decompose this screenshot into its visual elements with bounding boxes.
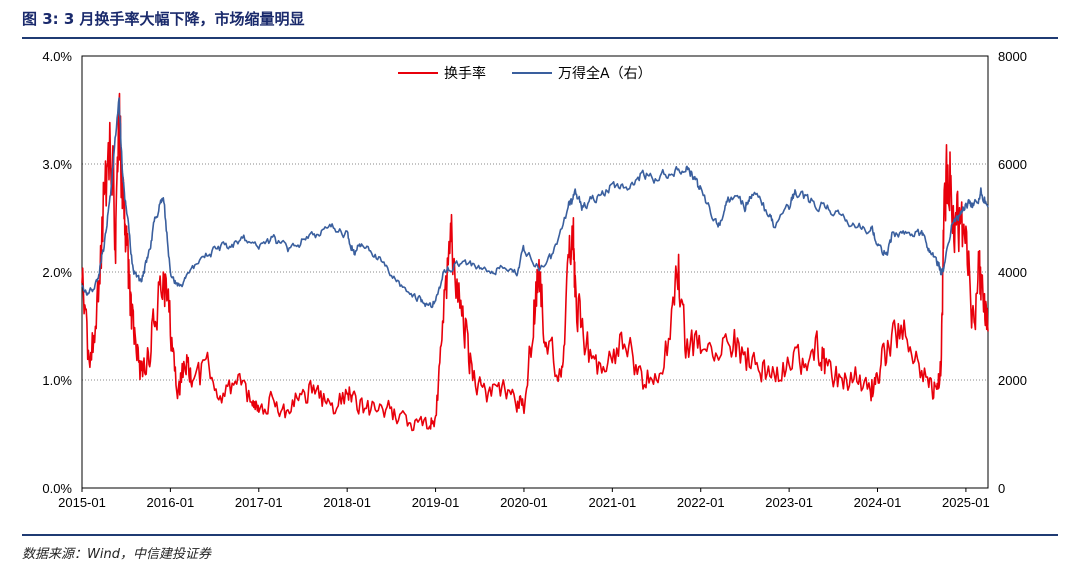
x-tick-label: 2017-01 <box>235 495 283 510</box>
x-tick-label: 2015-01 <box>58 495 106 510</box>
y-right-tick-label: 4000 <box>998 265 1027 280</box>
wind-all-a-line <box>81 97 989 309</box>
x-tick-label: 2019-01 <box>412 495 460 510</box>
y-right-tick-label: 0 <box>998 481 1005 496</box>
series-layer <box>81 92 989 432</box>
y-right-tick-label: 8000 <box>998 49 1027 64</box>
y-axis-right: 0 2000 4000 6000 8000 <box>998 49 1027 496</box>
y-left-tick-label: 2.0% <box>42 265 72 280</box>
y-right-tick-label: 2000 <box>998 373 1027 388</box>
x-tick-label: 2022-01 <box>677 495 725 510</box>
y-axis-left: 0.0% 1.0% 2.0% 3.0% 4.0% <box>42 49 72 496</box>
bottom-rule <box>22 534 1058 536</box>
turnover-rate-line <box>81 92 989 432</box>
y-left-tick-label: 4.0% <box>42 49 72 64</box>
y-left-tick-label: 1.0% <box>42 373 72 388</box>
x-axis: 2015-01 2016-01 2017-01 2018-01 2019-01 2020-… <box>58 488 990 510</box>
legend: 换手率 万得全A（右） <box>398 65 652 82</box>
top-rule <box>22 37 1058 39</box>
y-left-tick-label: 3.0% <box>42 157 72 172</box>
x-tick-label: 2020-01 <box>500 495 548 510</box>
x-tick-label: 2016-01 <box>147 495 195 510</box>
x-tick-label: 2021-01 <box>588 495 636 510</box>
figure-title: 图 3: 3 月换手率大幅下降，市场缩量明显 <box>22 10 305 28</box>
source-note: 数据来源：Wind，中信建投证券 <box>22 547 211 562</box>
legend-label: 万得全A（右） <box>558 65 652 82</box>
grid-lines <box>82 163 988 381</box>
x-tick-label: 2024-01 <box>854 495 902 510</box>
y-left-tick-label: 0.0% <box>42 481 72 496</box>
x-tick-label: 2023-01 <box>765 495 813 510</box>
x-tick-label: 2018-01 <box>323 495 371 510</box>
y-right-tick-label: 6000 <box>998 157 1027 172</box>
legend-label: 换手率 <box>444 65 486 82</box>
x-tick-label: 2025-01 <box>942 495 990 510</box>
